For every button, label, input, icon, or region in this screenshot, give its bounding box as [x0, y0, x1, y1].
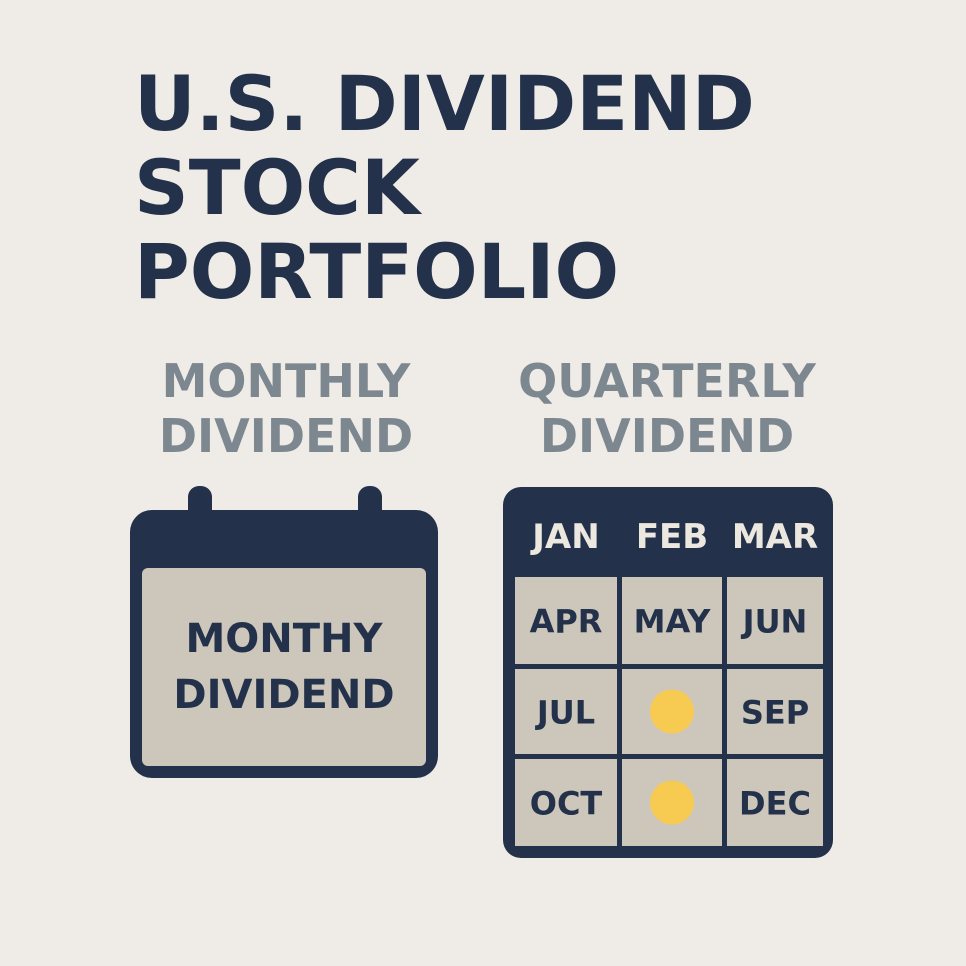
month-cell — [515, 577, 617, 664]
month-cell — [727, 669, 823, 754]
section-heading: QUARTERLY — [518, 354, 816, 408]
title-line: PORTFOLIO — [134, 227, 619, 316]
month-cell — [727, 577, 823, 664]
month-label: SEP — [741, 694, 809, 732]
title-line: STOCK — [134, 143, 423, 232]
payout-dot — [650, 780, 694, 825]
month-label: APR — [530, 603, 603, 641]
month-header: MAR — [732, 517, 818, 557]
month-label: JUN — [741, 603, 808, 641]
month-cell — [727, 759, 823, 846]
title-line: U.S. DIVIDEND — [134, 59, 755, 148]
section-heading: DIVIDEND — [159, 409, 413, 463]
monthly-calendar — [130, 486, 438, 778]
month-cell — [515, 759, 617, 846]
month-label: MAY — [634, 603, 712, 641]
section-heading: MONTHLY — [162, 354, 411, 408]
calendar-text: MONTHY — [185, 616, 383, 662]
month-label: OCT — [530, 785, 603, 823]
month-cell — [622, 577, 722, 664]
month-cell — [515, 669, 617, 754]
section-heading: DIVIDEND — [540, 409, 794, 463]
calendar-text: DIVIDEND — [173, 672, 394, 718]
month-header: FEB — [636, 517, 708, 557]
month-label: JUL — [535, 694, 595, 732]
month-header: JAN — [530, 517, 599, 557]
calendar-page — [142, 568, 426, 766]
payout-dot — [650, 689, 694, 734]
month-label: DEC — [739, 785, 811, 823]
